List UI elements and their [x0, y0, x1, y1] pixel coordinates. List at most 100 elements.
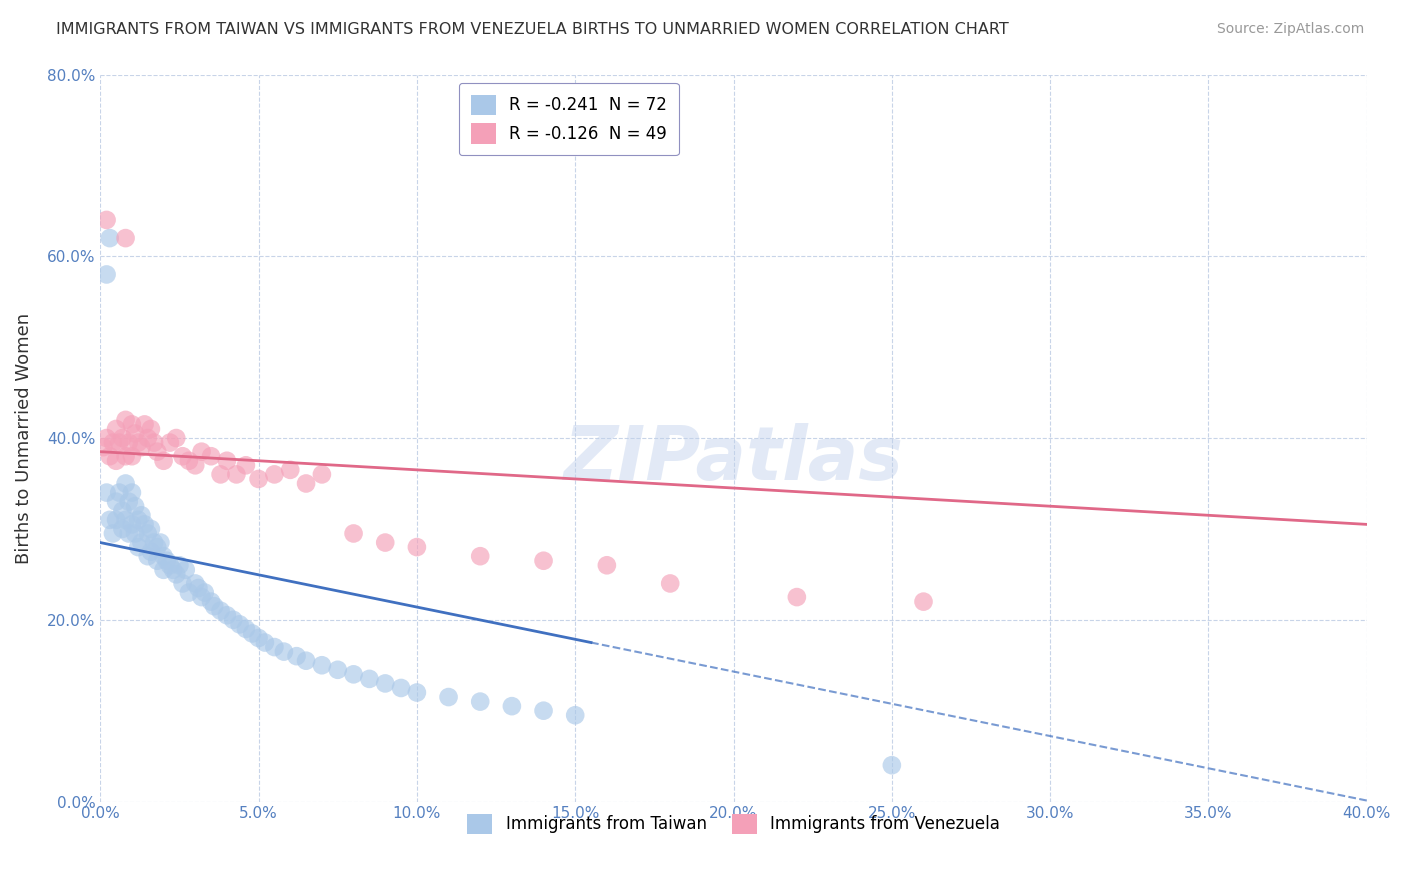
Point — [200, 449, 222, 463]
Point — [105, 422, 128, 436]
Point — [127, 435, 149, 450]
Point — [131, 440, 153, 454]
Point — [152, 563, 174, 577]
Point — [156, 554, 179, 568]
Text: ZIPatlas: ZIPatlas — [564, 424, 904, 496]
Point — [139, 422, 162, 436]
Legend: Immigrants from Taiwan, Immigrants from Venezuela: Immigrants from Taiwan, Immigrants from … — [457, 804, 1010, 844]
Point — [139, 522, 162, 536]
Point — [114, 476, 136, 491]
Point — [533, 554, 555, 568]
Point — [374, 676, 396, 690]
Point — [121, 485, 143, 500]
Point — [131, 535, 153, 549]
Point — [169, 558, 191, 573]
Point — [127, 513, 149, 527]
Point — [374, 535, 396, 549]
Point — [105, 454, 128, 468]
Point — [659, 576, 682, 591]
Point — [118, 526, 141, 541]
Point — [222, 613, 245, 627]
Point — [285, 649, 308, 664]
Point — [105, 513, 128, 527]
Point — [209, 604, 232, 618]
Point — [437, 690, 460, 704]
Point — [108, 485, 131, 500]
Point — [190, 444, 212, 458]
Point — [194, 585, 217, 599]
Point — [105, 494, 128, 508]
Point — [98, 231, 121, 245]
Point — [295, 476, 318, 491]
Point — [165, 431, 187, 445]
Point — [273, 645, 295, 659]
Point — [136, 526, 159, 541]
Point — [143, 535, 166, 549]
Point — [326, 663, 349, 677]
Point — [880, 758, 903, 772]
Point — [187, 581, 209, 595]
Point — [263, 640, 285, 654]
Point — [152, 549, 174, 564]
Point — [98, 449, 121, 463]
Point — [146, 554, 169, 568]
Point — [564, 708, 586, 723]
Point — [406, 685, 429, 699]
Point — [912, 594, 935, 608]
Point — [131, 508, 153, 523]
Point — [114, 231, 136, 245]
Point — [253, 635, 276, 649]
Point — [159, 558, 181, 573]
Point — [146, 444, 169, 458]
Text: IMMIGRANTS FROM TAIWAN VS IMMIGRANTS FROM VENEZUELA BIRTHS TO UNMARRIED WOMEN CO: IMMIGRANTS FROM TAIWAN VS IMMIGRANTS FRO… — [56, 22, 1010, 37]
Point — [101, 526, 124, 541]
Point — [184, 576, 207, 591]
Point — [93, 440, 115, 454]
Point — [124, 499, 146, 513]
Point — [114, 413, 136, 427]
Point — [172, 449, 194, 463]
Point — [136, 549, 159, 564]
Point — [295, 654, 318, 668]
Point — [118, 494, 141, 508]
Point — [228, 617, 250, 632]
Point — [225, 467, 247, 482]
Point — [111, 522, 134, 536]
Point — [389, 681, 412, 695]
Point — [118, 435, 141, 450]
Point — [247, 472, 270, 486]
Point — [215, 608, 238, 623]
Point — [184, 458, 207, 473]
Point — [152, 454, 174, 468]
Point — [96, 213, 118, 227]
Point — [96, 268, 118, 282]
Point — [165, 567, 187, 582]
Point — [215, 454, 238, 468]
Point — [235, 458, 257, 473]
Point — [111, 431, 134, 445]
Point — [149, 535, 172, 549]
Point — [247, 631, 270, 645]
Point — [240, 626, 263, 640]
Point — [174, 563, 197, 577]
Point — [311, 467, 333, 482]
Point — [190, 590, 212, 604]
Point — [342, 667, 364, 681]
Point — [134, 517, 156, 532]
Point — [209, 467, 232, 482]
Point — [139, 544, 162, 558]
Point — [311, 658, 333, 673]
Point — [124, 426, 146, 441]
Point — [200, 594, 222, 608]
Point — [114, 513, 136, 527]
Point — [501, 699, 523, 714]
Point — [202, 599, 225, 614]
Point — [786, 590, 808, 604]
Point — [177, 454, 200, 468]
Point — [470, 695, 492, 709]
Point — [162, 563, 184, 577]
Point — [101, 435, 124, 450]
Point — [342, 526, 364, 541]
Point — [143, 435, 166, 450]
Point — [98, 513, 121, 527]
